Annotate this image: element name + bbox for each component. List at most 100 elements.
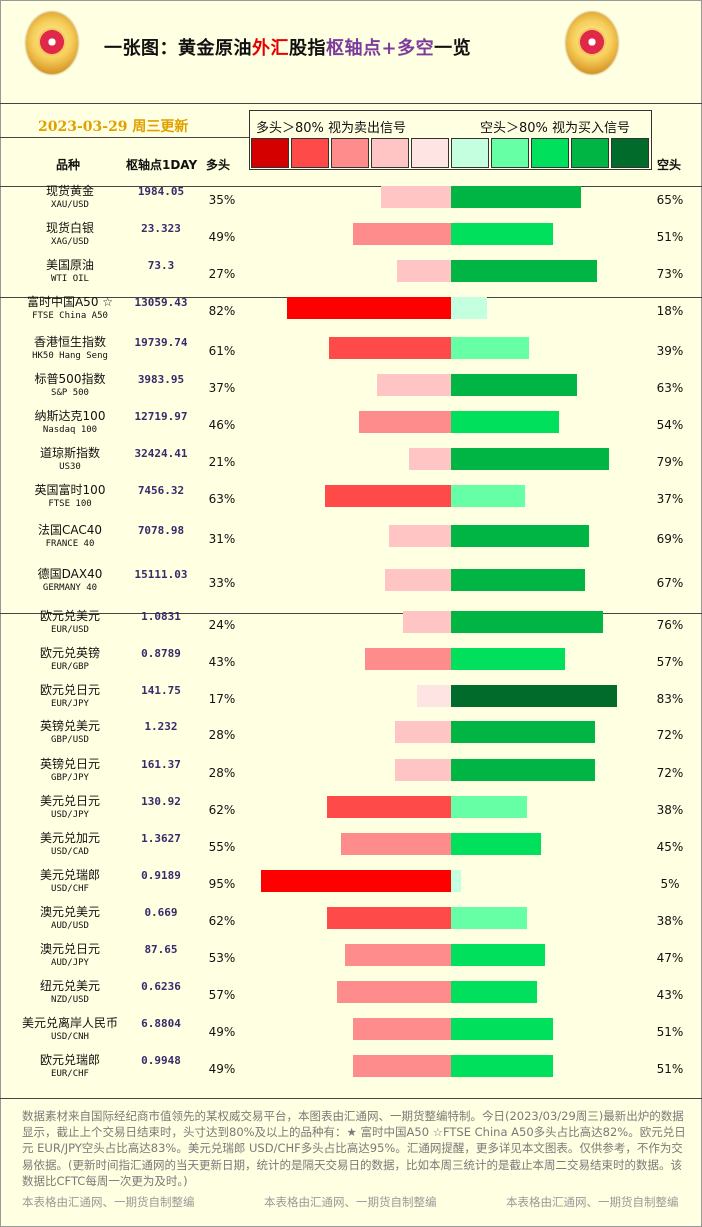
header-name: 品种 (56, 158, 81, 172)
credit-text: 本表格由汇通网、一期货自制整编 (264, 1195, 437, 1209)
short-bar (451, 485, 525, 507)
short-bar (451, 569, 585, 591)
title-part: 股指 (289, 38, 326, 59)
instrument-cn: 现货黄金 (45, 184, 94, 198)
instrument-cn: 美元兑瑞郎 (39, 868, 100, 882)
short-percent: 72% (656, 766, 684, 780)
legend-swatch (251, 138, 289, 168)
pivot-value: 0.9189 (141, 869, 181, 882)
legend-short-signal: 空头＞80% 视为买入信号 (480, 121, 631, 136)
long-bar (365, 648, 451, 670)
short-percent: 69% (656, 532, 684, 546)
long-percent: 33% (208, 576, 236, 590)
long-bar (353, 1018, 451, 1040)
short-percent: 51% (656, 1062, 684, 1076)
long-bar (395, 759, 451, 781)
instrument-name: 英国富时100 FTSE 100 (14, 483, 126, 511)
pivot-value: 1984.05 (137, 185, 185, 198)
instrument-name: 美国原油 WTI OIL (14, 258, 126, 286)
instrument-cn: 欧元兑日元 (39, 683, 100, 697)
legend-swatch (291, 138, 329, 168)
instrument-code: Nasdaq 100 (42, 425, 98, 435)
divider (0, 103, 702, 104)
pivot-value: 7456.32 (137, 484, 185, 497)
short-percent: 43% (656, 988, 684, 1002)
table-row: 现货白银 XAG/USD 23.323 49% 51% (0, 218, 702, 255)
instrument-code: USD/CAD (51, 847, 89, 857)
table-row: 富时中国A50 ☆ FTSE China A50 13059.43 82% 18% (0, 292, 702, 329)
short-bar (451, 721, 595, 743)
table-row: 香港恒生指数 HK50 Hang Seng 19739.74 61% 39% (0, 332, 702, 369)
instrument-code: EUR/GBP (51, 662, 89, 672)
divider (0, 186, 702, 187)
legend-swatch (611, 138, 649, 168)
short-percent: 76% (656, 618, 684, 632)
legend-swatch (331, 138, 369, 168)
instrument-code: GERMANY 40 (42, 583, 98, 593)
long-percent: 46% (208, 418, 236, 432)
table-row: 美国原油 WTI OIL 73.3 27% 73% (0, 255, 702, 292)
long-percent: 49% (208, 1062, 236, 1076)
instrument-cn: 欧元兑英镑 (39, 646, 100, 660)
instrument-name: 富时中国A50 ☆ FTSE China A50 (14, 295, 126, 323)
instrument-cn: 香港恒生指数 (33, 335, 106, 349)
table-row: 英镑兑美元 GBP/USD 1.232 28% 72% (0, 716, 702, 753)
instrument-code: AUD/JPY (51, 958, 89, 968)
long-percent: 31% (208, 532, 236, 546)
title-part: 枢轴点 (326, 38, 382, 59)
short-bar (451, 374, 577, 396)
long-bar (287, 297, 451, 319)
pivot-value: 7078.98 (137, 524, 185, 537)
instrument-code: EUR/USD (51, 625, 89, 635)
footer-note: 数据素材来自国际经纪商市值领先的某权威交易平台，本图表由汇通网、一期货整编特制。… (22, 1109, 686, 1188)
short-percent: 37% (656, 492, 684, 506)
pivot-value: 141.75 (141, 684, 181, 697)
long-bar (327, 907, 451, 929)
instrument-name: 香港恒生指数 HK50 Hang Seng (14, 335, 126, 363)
long-percent: 61% (208, 344, 236, 358)
instrument-code: FTSE China A50 (32, 311, 108, 321)
divider (0, 137, 250, 138)
short-bar (451, 337, 529, 359)
instrument-code: FTSE 100 (48, 499, 92, 509)
short-percent: 38% (656, 803, 684, 817)
long-bar (403, 611, 451, 633)
long-bar (353, 223, 451, 245)
long-bar (353, 1055, 451, 1077)
instrument-name: 美元兑离岸人民币 USD/CNH (14, 1016, 126, 1044)
short-bar (451, 648, 565, 670)
instrument-name: 法国CAC40 FRANCE 40 (14, 523, 126, 551)
table-row: 德国DAX40 GERMANY 40 15111.03 33% 67% (0, 564, 702, 601)
short-bar (451, 981, 537, 1003)
table-row: 法国CAC40 FRANCE 40 7078.98 31% 69% (0, 520, 702, 557)
short-percent: 79% (656, 455, 684, 469)
long-percent: 35% (208, 193, 236, 207)
instrument-name: 美元兑加元 USD/CAD (14, 831, 126, 859)
long-percent: 57% (208, 988, 236, 1002)
short-bar (451, 297, 487, 319)
pivot-value: 1.0831 (141, 610, 181, 623)
table-row: 欧元兑英镑 EUR/GBP 0.8789 43% 57% (0, 643, 702, 680)
pivot-value: 13059.43 (134, 296, 188, 309)
pivot-value: 15111.03 (134, 568, 188, 581)
table-row: 美元兑瑞郎 USD/CHF 0.9189 95% 5% (0, 865, 702, 902)
instrument-cn: 法国CAC40 (37, 523, 103, 537)
pivot-value: 0.669 (144, 906, 178, 919)
long-bar (359, 411, 451, 433)
short-bar (451, 870, 461, 892)
long-percent: 49% (208, 1025, 236, 1039)
short-bar (451, 611, 603, 633)
short-percent: 51% (656, 230, 684, 244)
instrument-cn: 美国原油 (45, 258, 94, 272)
long-bar (381, 186, 451, 208)
legend-long-signal: 多头＞80% 视为卖出信号 (256, 121, 407, 136)
title-part: 外汇 (252, 38, 289, 59)
table-row: 纽元兑美元 NZD/USD 0.6236 57% 43% (0, 976, 702, 1013)
logo-left-emblem (26, 12, 78, 74)
short-percent: 63% (656, 381, 684, 395)
short-bar (451, 796, 527, 818)
table-row: 欧元兑美元 EUR/USD 1.0831 24% 76% (0, 606, 702, 643)
long-percent: 63% (208, 492, 236, 506)
short-bar (451, 411, 559, 433)
instrument-code: AUD/USD (51, 921, 89, 931)
